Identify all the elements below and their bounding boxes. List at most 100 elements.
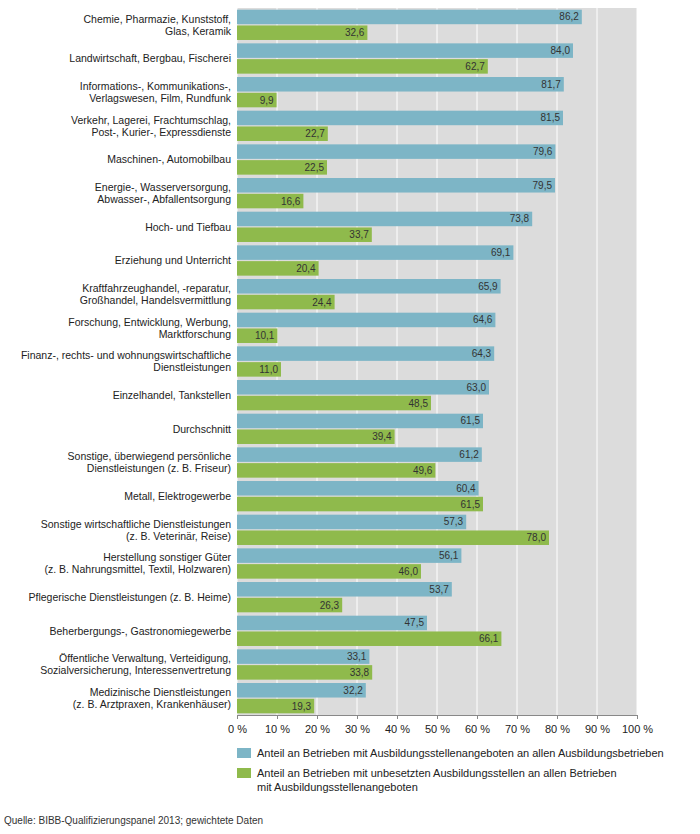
plot-background xyxy=(237,8,637,715)
bar xyxy=(237,144,555,159)
data-label: 22,7 xyxy=(305,128,325,139)
category-label-line: Sonstige wirtschaftliche Dienstleistunge… xyxy=(41,518,231,530)
bar xyxy=(237,362,281,377)
category-label-line: Kraftfahrzeughandel, -reparatur, xyxy=(82,282,231,294)
bar xyxy=(237,279,501,294)
category-label-line: Beherbergungs-, Gastronomiegewerbe xyxy=(49,625,231,637)
data-labels: 86,284,081,781,579,679,573,869,165,964,6… xyxy=(255,11,579,711)
data-label: 64,6 xyxy=(473,314,493,325)
tick-label: 90 % xyxy=(585,723,610,735)
category-label-line: Einzelhandel, Tankstellen xyxy=(113,389,231,401)
category-label-line: Erziehung und Unterricht xyxy=(115,254,231,266)
category-label-line: (z. B. Arztpraxen, Krankenhäuser) xyxy=(73,698,231,710)
category-label: Herstellung sonstiger Güter(z. B. Nahrun… xyxy=(44,551,231,575)
data-label: 11,0 xyxy=(259,364,278,375)
legend: Anteil an Betrieben mit Ausbildungsstell… xyxy=(237,747,664,793)
tick: 100 % xyxy=(622,715,653,735)
tick-label: 10 % xyxy=(265,723,290,735)
category-label: Einzelhandel, Tankstellen xyxy=(113,389,231,401)
tick-label: 70 % xyxy=(505,723,530,735)
category-label-line: Öffentliche Verwaltung, Verteidigung, xyxy=(59,652,231,664)
bar xyxy=(237,564,421,579)
tick-label: 50 % xyxy=(425,723,450,735)
bar xyxy=(237,414,483,429)
category-label-line: Sonstige, überwiegend persönliche xyxy=(68,450,232,462)
data-label: 48,5 xyxy=(409,398,429,409)
bar xyxy=(237,631,501,646)
category-label: Forschung, Entwicklung, Werbung,Marktfor… xyxy=(68,316,231,340)
tick-label: 40 % xyxy=(385,723,410,735)
legend-label-line: mit Ausbildungsstellenangeboten xyxy=(257,781,418,793)
grid xyxy=(237,8,637,715)
grid-line xyxy=(597,8,598,715)
category-label: Durchschnitt xyxy=(173,423,231,435)
category-label: Kraftfahrzeughandel, -reparatur,Großhand… xyxy=(80,282,231,306)
data-label: 79,5 xyxy=(533,180,553,191)
tick: 20 % xyxy=(305,715,330,735)
tick-label: 60 % xyxy=(465,723,490,735)
category-label-line: Verlagswesen, Film, Rundfunk xyxy=(89,92,232,104)
data-label: 33,7 xyxy=(349,229,369,240)
data-label: 49,6 xyxy=(413,465,433,476)
data-label: 69,1 xyxy=(491,247,511,258)
bar xyxy=(237,178,555,193)
chart: 86,284,081,781,579,679,573,869,165,964,6… xyxy=(0,0,700,834)
data-label: 78,0 xyxy=(527,532,547,543)
category-label-line: Hoch- und Tiefbau xyxy=(145,221,231,233)
bar xyxy=(237,212,532,227)
category-label: Informations-, Kommunikations-,Verlagswe… xyxy=(80,80,232,104)
data-label: 53,7 xyxy=(429,584,449,595)
tick: 50 % xyxy=(425,715,450,735)
tick-mark xyxy=(437,715,438,719)
data-label: 61,5 xyxy=(461,499,481,510)
category-label-line: Metall, Elektrogewerbe xyxy=(124,490,231,502)
data-label: 24,4 xyxy=(312,297,332,308)
bar xyxy=(237,346,494,361)
data-label: 32,6 xyxy=(345,27,365,38)
category-label-line: Großhandel, Handelsvermittlung xyxy=(80,294,231,306)
tick-mark xyxy=(317,715,318,719)
data-label: 22,5 xyxy=(305,162,325,173)
tick-mark xyxy=(357,715,358,719)
bar xyxy=(237,515,466,530)
category-label: Beherbergungs-, Gastronomiegewerbe xyxy=(49,625,231,637)
category-label-line: Abwasser-, Abfallentsorgung xyxy=(97,193,231,205)
axis-line xyxy=(238,716,638,720)
category-label: Maschinen-, Automobilbau xyxy=(107,153,231,165)
category-label-line: Informations-, Kommunikations-, xyxy=(80,80,231,92)
data-label: 39,4 xyxy=(372,431,392,442)
bar xyxy=(237,261,319,276)
grid-line xyxy=(637,8,638,715)
bar xyxy=(237,665,372,680)
category-label-line: Forschung, Entwicklung, Werbung, xyxy=(68,316,231,328)
data-label: 10,1 xyxy=(255,330,275,341)
data-label: 19,3 xyxy=(292,701,312,712)
category-label-line: Landwirtschaft, Bergbau, Fischerei xyxy=(69,52,231,64)
bar xyxy=(237,93,277,108)
bar xyxy=(237,582,452,597)
bars xyxy=(237,10,582,714)
bar xyxy=(237,245,513,260)
bar xyxy=(237,10,582,25)
bar xyxy=(237,683,366,698)
bar xyxy=(237,227,372,242)
category-label: Landwirtschaft, Bergbau, Fischerei xyxy=(69,52,231,64)
bar xyxy=(237,481,479,496)
bar xyxy=(237,396,431,411)
data-label: 63,0 xyxy=(467,382,487,393)
category-label-line: Herstellung sonstiger Güter xyxy=(103,551,231,563)
x-axis: 0 %10 %20 %30 %40 %50 %60 %70 %80 %90 %1… xyxy=(228,715,653,735)
source: Quelle: BIBB-Qualifizierungspanel 2013; … xyxy=(4,815,263,826)
bar xyxy=(237,111,563,126)
tick: 70 % xyxy=(505,715,530,735)
category-label-line: Durchschnitt xyxy=(173,423,231,435)
data-label: 61,2 xyxy=(459,449,479,460)
bar xyxy=(237,43,573,58)
bar xyxy=(237,649,369,664)
category-label: Sonstige, überwiegend persönlicheDienstl… xyxy=(68,450,232,474)
legend-label-line: Anteil an Betrieben mit unbesetzten Ausb… xyxy=(257,767,617,779)
bar xyxy=(237,160,327,175)
category-label: Metall, Elektrogewerbe xyxy=(124,490,231,502)
data-label: 60,4 xyxy=(456,483,476,494)
bar xyxy=(237,497,483,512)
